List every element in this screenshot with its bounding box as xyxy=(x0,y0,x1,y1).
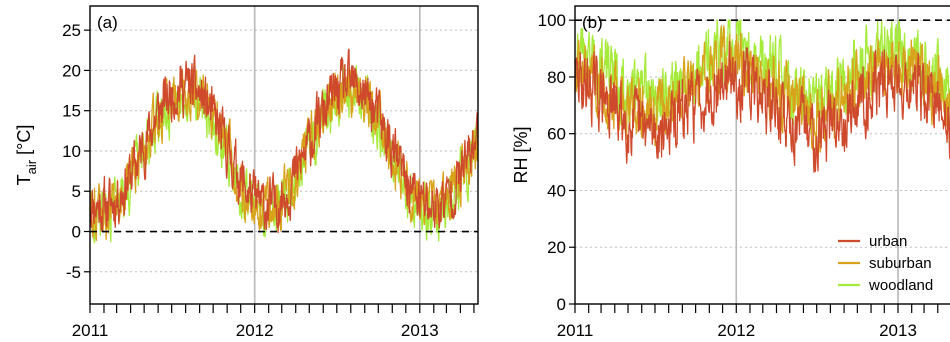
panel-label: (a) xyxy=(97,13,118,32)
panel-b-relative-humidity: 0 20 40 60 80 100 2011 2012 2013 (b) RH [%] urban su… xyxy=(511,5,950,340)
y-axis-label: Tair [°C] xyxy=(14,125,39,186)
series-line-urban xyxy=(90,48,478,234)
y-tick-label: 100 xyxy=(538,11,566,30)
y-axis-label-unit: [%] xyxy=(511,126,531,157)
y-tick-label: 80 xyxy=(547,68,566,87)
plot-frame xyxy=(89,5,479,305)
x-tick-label: 2012 xyxy=(236,321,274,340)
y-tick-label: 0 xyxy=(557,295,566,314)
y-tick-label: 5 xyxy=(72,182,81,201)
y-tick-label: 60 xyxy=(547,125,566,144)
x-tick-label: 2013 xyxy=(879,321,917,340)
x-tick-label: 2011 xyxy=(557,321,594,340)
y-axis-label-subscript: air xyxy=(24,159,39,174)
y-tick-label: 20 xyxy=(62,61,81,80)
y-axis-label-main: T xyxy=(14,174,34,185)
plot-frame xyxy=(574,5,950,305)
series-line-urban xyxy=(575,40,950,173)
panel-label: (b) xyxy=(582,13,603,32)
y-tick-label: 15 xyxy=(62,102,81,121)
y-tick-label: 10 xyxy=(62,142,81,161)
y-tick-label: 25 xyxy=(62,21,81,40)
series-line-suburban xyxy=(90,68,478,242)
legend-label-urban: urban xyxy=(869,233,907,250)
legend-label-woodland: woodland xyxy=(868,277,933,294)
y-tick-label: 20 xyxy=(547,238,566,257)
y-tick-label: 40 xyxy=(547,181,566,200)
legend-label-suburban: suburban xyxy=(869,255,932,272)
y-axis-label: RH [%] xyxy=(511,126,531,183)
panel-a-temperature: -5 0 5 10 15 20 25 2011 2012 2013 (a) Tair [°C] xyxy=(14,5,479,340)
x-tick-label: 2011 xyxy=(72,321,109,340)
x-tick-label: 2013 xyxy=(401,321,439,340)
y-axis-label-unit: [°C] xyxy=(14,125,34,160)
y-tick-label: 0 xyxy=(72,223,81,242)
x-tick-label: 2012 xyxy=(717,321,755,340)
y-axis-label-main: RH xyxy=(511,158,531,184)
y-tick-label: -5 xyxy=(66,263,81,282)
